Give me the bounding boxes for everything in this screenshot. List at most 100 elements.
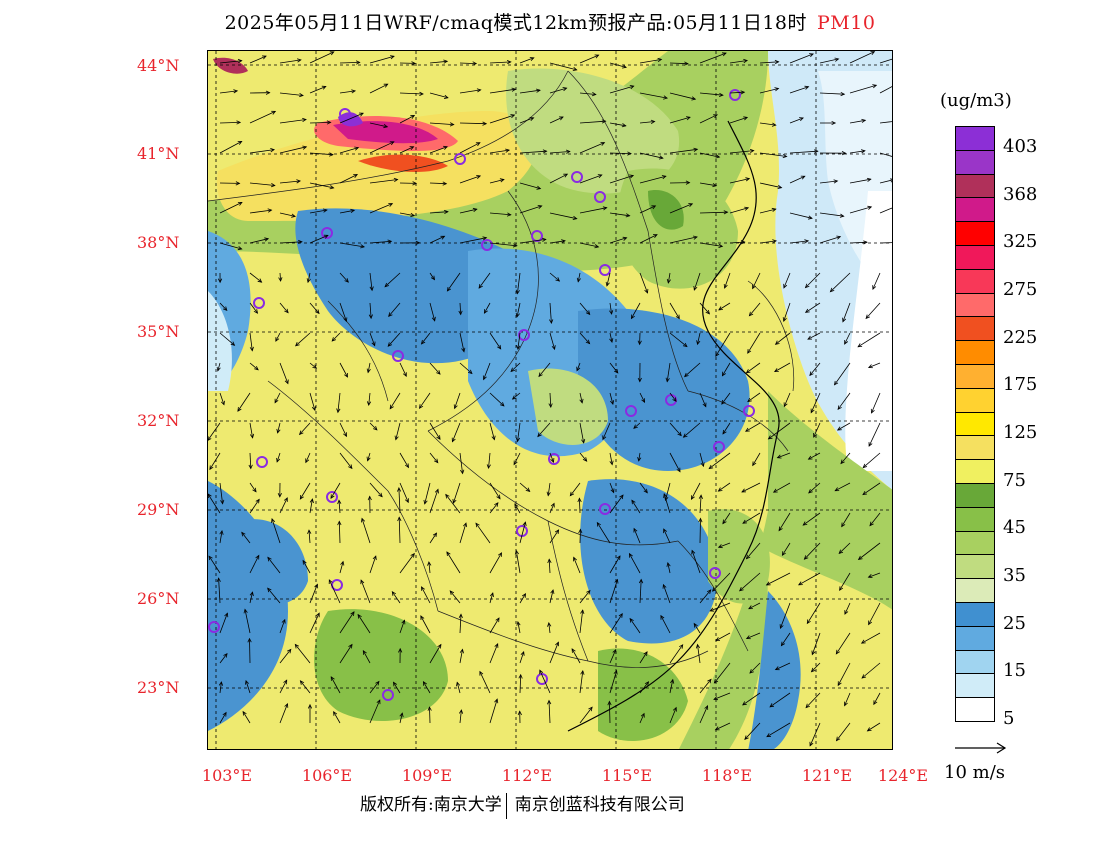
wind-vector <box>609 152 632 154</box>
wind-vector <box>279 212 296 217</box>
wind-vector <box>309 182 334 189</box>
wind-vector-head <box>691 96 697 101</box>
wind-vector <box>279 649 292 664</box>
wind-vector-head <box>777 184 783 189</box>
wind-vector <box>219 242 242 250</box>
wind-vector <box>519 150 547 154</box>
wind-vector-head <box>582 457 588 462</box>
wind-vector <box>489 61 511 64</box>
wind-vector <box>339 209 355 214</box>
wind-vector <box>489 88 516 94</box>
wind-vector <box>275 332 281 342</box>
wind-vector-head <box>607 700 612 706</box>
wind-vector-head <box>241 531 246 537</box>
station-markers <box>208 89 755 701</box>
wind-vector <box>339 362 348 378</box>
wind-vector-head <box>422 681 427 686</box>
wind-vector-head <box>287 648 292 654</box>
wind-vector <box>579 706 593 724</box>
wind-vector <box>459 208 477 214</box>
wind-vector-head <box>219 530 224 535</box>
colorbar-swatch <box>956 483 994 508</box>
wind-vector-head <box>562 87 568 92</box>
wind-vector <box>631 302 641 319</box>
unit-label: (ug/m3) <box>940 90 1012 111</box>
wind-vector-head <box>672 397 677 403</box>
wind-vector <box>519 117 534 124</box>
wind-vector-head <box>299 93 304 98</box>
wind-vector-head <box>807 455 813 460</box>
wind-vector-head <box>554 529 560 534</box>
wind-vector-head <box>394 435 399 441</box>
copyright: 版权所有:南京大学 南京创蓝科技有限公司 <box>360 790 685 819</box>
wind-vector-head <box>700 462 705 468</box>
wind-vector <box>549 503 555 514</box>
wind-vector <box>861 662 881 679</box>
wind-vector-head <box>237 407 242 412</box>
wind-vector-head <box>538 372 543 378</box>
wind-vector-head <box>452 498 457 504</box>
wind-vector <box>669 203 693 214</box>
wind-vector-head <box>573 556 577 562</box>
wind-vector <box>429 211 448 214</box>
wind-vector <box>789 117 804 124</box>
wind-vector <box>399 482 409 503</box>
wind-vector-head <box>672 706 677 712</box>
wind-vector <box>398 517 401 544</box>
wind-vector <box>783 392 791 407</box>
wind-vector-head <box>650 119 656 124</box>
wind-vector-head <box>627 151 632 156</box>
wind-vector <box>579 207 607 214</box>
wind-vector-head <box>375 680 380 686</box>
wind-vector-head <box>693 285 698 291</box>
wind-vector <box>769 692 791 708</box>
wind-vector <box>429 452 439 463</box>
wind-vector-head <box>771 207 777 212</box>
wind-vector-head <box>506 60 512 65</box>
wind-vector-head <box>223 652 228 658</box>
pm10-map[interactable] <box>207 50 893 750</box>
wind-vector-head <box>329 185 335 190</box>
wind-vector <box>515 550 521 574</box>
wind-vector-head <box>344 278 349 283</box>
wind-vector <box>669 148 698 154</box>
wind-vector <box>519 651 525 664</box>
wind-vector <box>369 203 393 214</box>
wind-vector <box>249 332 253 351</box>
wind-vector-head <box>749 148 755 154</box>
wind-vector <box>489 502 499 514</box>
wind-vector-head <box>453 404 458 410</box>
wind-vector <box>663 584 671 604</box>
wind-vector-head <box>351 89 357 94</box>
wind-vector <box>869 512 881 526</box>
wind-vector-head <box>467 369 473 375</box>
wind-vector-head <box>376 699 381 705</box>
wind-vector-head <box>565 149 571 154</box>
wind-vector <box>294 644 311 664</box>
wind-vector <box>362 650 371 664</box>
wind-vector <box>549 87 567 94</box>
wind-vector <box>715 332 731 357</box>
wind-vector <box>609 452 613 465</box>
wind-vector-head <box>368 314 373 320</box>
wind-vector-head <box>369 286 374 292</box>
wind-vector <box>244 609 251 634</box>
wind-vector-head <box>705 309 710 315</box>
wind-vector-head <box>867 205 873 210</box>
wind-vector-head <box>243 608 248 614</box>
wind-vector-head <box>309 498 314 504</box>
wind-vector-head <box>427 706 432 711</box>
wind-vector <box>693 272 701 291</box>
wind-vector-head <box>261 55 267 60</box>
colorbar-swatch <box>956 412 994 437</box>
north-china-green <box>506 68 680 194</box>
wind-vector <box>745 422 761 432</box>
wind-vector <box>842 302 851 322</box>
wind-vector-head <box>783 402 788 408</box>
wind-vector <box>849 150 865 154</box>
wind-vector <box>549 62 577 71</box>
wind-vector-head <box>637 377 642 383</box>
dust-plume-corner <box>213 57 248 74</box>
wind-vector <box>811 632 821 655</box>
wind-vector <box>742 512 761 524</box>
